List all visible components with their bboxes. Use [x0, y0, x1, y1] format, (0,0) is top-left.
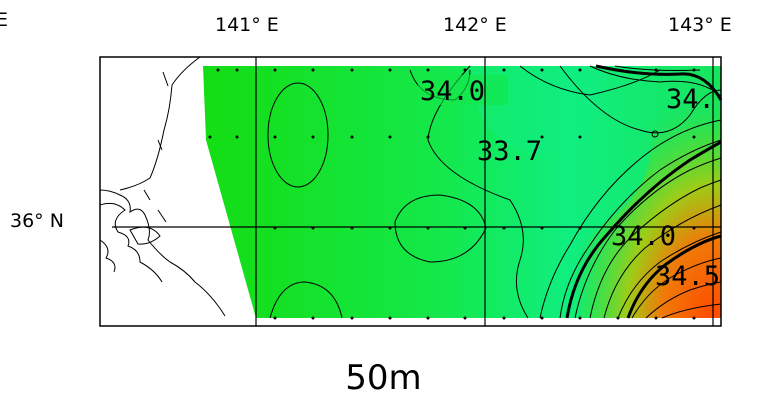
latitude-label-36: 36° N: [10, 210, 64, 232]
edge-longitude-label: E: [0, 9, 9, 31]
contour-label: 34.0: [420, 76, 485, 107]
station-markers: [208, 68, 696, 320]
contour-label: 34.5: [655, 261, 720, 292]
contour-value-labels: 34.0 33.7 34. 34.0 34.5: [418, 75, 720, 292]
map-frame: [99, 56, 722, 327]
graticule: [100, 57, 721, 326]
contour-lines: [267, 65, 722, 319]
longitude-label-141: 141° E: [215, 14, 279, 36]
coastline: [99, 56, 226, 326]
contour-label: 34.: [666, 84, 715, 115]
depth-label: 50m: [345, 358, 422, 398]
contour-label: 33.7: [477, 136, 542, 167]
longitude-label-142: 142° E: [443, 14, 507, 36]
contour-label: 34.0: [611, 221, 676, 252]
longitude-label-143: 143° E: [668, 14, 732, 36]
